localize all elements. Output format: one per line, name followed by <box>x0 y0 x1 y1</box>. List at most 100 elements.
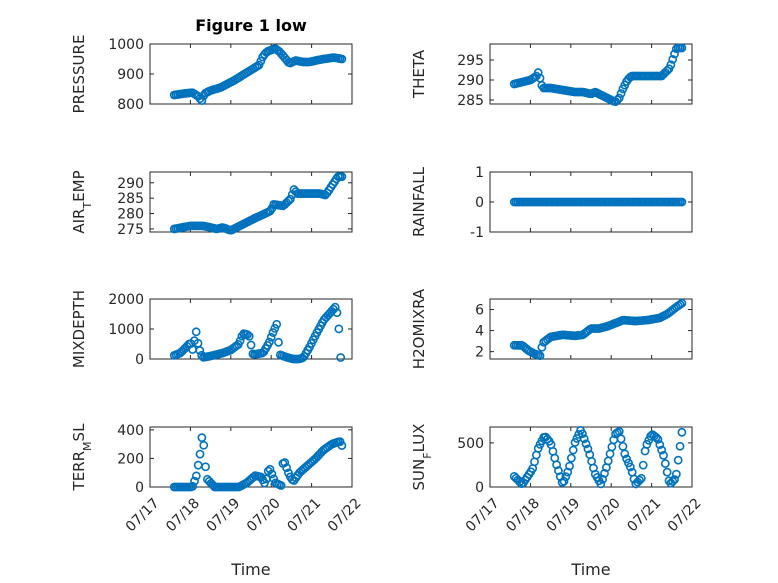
x-tick-label: 07/18 <box>503 495 543 535</box>
y-label-main: H2OMIXRA <box>410 288 428 369</box>
y-tick-label: 500 <box>457 436 484 452</box>
data-point <box>337 441 347 450</box>
x-tick-label: 07/22 <box>325 495 365 535</box>
y-axis-label: TERRMSL <box>70 423 94 492</box>
data-point <box>657 445 667 455</box>
y-tick-label: 285 <box>457 93 484 109</box>
data-point <box>190 476 199 486</box>
figure-title: Figure 1 low <box>195 16 307 35</box>
data-point <box>559 476 569 486</box>
data-point <box>332 308 342 318</box>
data-point <box>662 467 672 477</box>
data-point <box>670 475 679 484</box>
data-point <box>334 324 344 334</box>
y-label-rest: LUX <box>410 424 428 453</box>
axes-mixdepth: 0 1000 2000 MIXDEPTH <box>70 290 353 368</box>
y-tick-label: 290 <box>457 73 484 89</box>
y-axis-label: THETA <box>410 49 428 99</box>
data-point <box>191 471 201 481</box>
y-label-main: MIXDEPTH <box>70 290 88 368</box>
y-tick-label: 1 <box>475 165 484 181</box>
data-point <box>671 469 681 479</box>
data-point <box>199 440 209 450</box>
y-label-subscript: M <box>81 441 94 451</box>
data-point <box>195 346 205 355</box>
y-label-rest: EMP <box>70 170 88 201</box>
data-point <box>270 323 280 333</box>
x-tick-label: 07/19 <box>204 495 244 535</box>
y-label-main: RAINFALL <box>410 166 428 237</box>
data-point <box>668 476 678 486</box>
x-tick-label: 07/17 <box>123 495 163 535</box>
data-point <box>284 196 293 206</box>
y-label-subscript: F <box>421 452 434 458</box>
y-tick-label: 295 <box>457 53 484 69</box>
data-point <box>600 469 609 478</box>
data-point <box>660 459 670 468</box>
data-point <box>677 298 687 308</box>
y-tick-label: 0 <box>135 480 144 496</box>
data-point <box>635 475 644 485</box>
data-point <box>285 194 295 204</box>
y-tick-label: 275 <box>117 222 144 238</box>
data-point <box>243 330 252 340</box>
y-axis-label: PRESSURE <box>70 35 88 114</box>
y-tick-label: 2000 <box>108 292 144 308</box>
axes-terr_msl: 0 200 400 07/17 07/18 07/19 07/20 07/21 07/22 Tim… <box>70 423 365 579</box>
y-tick-label: 6 <box>475 303 484 319</box>
y-tick-label: 200 <box>117 451 144 467</box>
x-tick-label: 07/21 <box>284 495 324 535</box>
y-axis-label: H2OMIXRA <box>410 288 428 369</box>
data-point <box>265 464 275 474</box>
data-point <box>613 95 622 105</box>
y-tick-label: 0 <box>135 352 144 368</box>
data-point <box>197 96 207 105</box>
data-point <box>638 460 648 470</box>
data-point <box>272 319 282 329</box>
data-point <box>578 429 587 439</box>
data-point <box>646 431 655 441</box>
y-tick-label: 400 <box>117 423 144 439</box>
data-point <box>191 327 201 337</box>
data-point <box>616 89 626 98</box>
data-point <box>579 434 589 444</box>
data-point <box>583 444 593 454</box>
data-point <box>535 351 545 361</box>
data-point <box>336 353 346 362</box>
data-point <box>653 434 663 444</box>
data-point <box>515 477 525 487</box>
y-tick-label: 0 <box>475 480 484 496</box>
y-label-subscript: T <box>81 202 94 210</box>
x-axis-label: Time <box>570 560 610 579</box>
data-point <box>666 60 676 70</box>
data-point <box>675 441 685 451</box>
x-tick-label: 07/20 <box>584 495 624 535</box>
data-point <box>246 340 256 350</box>
data-point <box>267 469 277 479</box>
data-point <box>659 451 668 460</box>
y-axis-label: SUNFLUX <box>410 424 434 491</box>
data-point <box>581 439 591 449</box>
data-point <box>256 56 266 66</box>
data-point <box>596 479 606 489</box>
y-label-main: PRESSURE <box>70 35 88 114</box>
data-point <box>651 432 661 442</box>
y-axis-label: MIXDEPTH <box>70 290 88 368</box>
axes-sun_flux: 0 500 07/17 07/18 07/19 07/20 07/21 07/22 Time SU… <box>410 424 705 579</box>
y-tick-label: 0 <box>475 195 484 211</box>
y-tick-label: -1 <box>470 225 484 241</box>
data-point <box>636 473 646 483</box>
y-label-main: THETA <box>410 49 428 99</box>
y-label-main: SUN <box>410 459 428 491</box>
data-point <box>625 462 635 472</box>
y-label-main: TERR <box>70 451 88 492</box>
data-point <box>598 474 608 484</box>
data-point <box>195 449 205 459</box>
y-tick-label: 290 <box>117 176 144 192</box>
data-point <box>330 302 340 312</box>
data-point <box>566 453 576 463</box>
x-tick-label: 07/18 <box>163 495 203 535</box>
data-point <box>673 455 683 465</box>
data-point <box>274 337 283 347</box>
y-tick-label: 1000 <box>108 37 144 53</box>
